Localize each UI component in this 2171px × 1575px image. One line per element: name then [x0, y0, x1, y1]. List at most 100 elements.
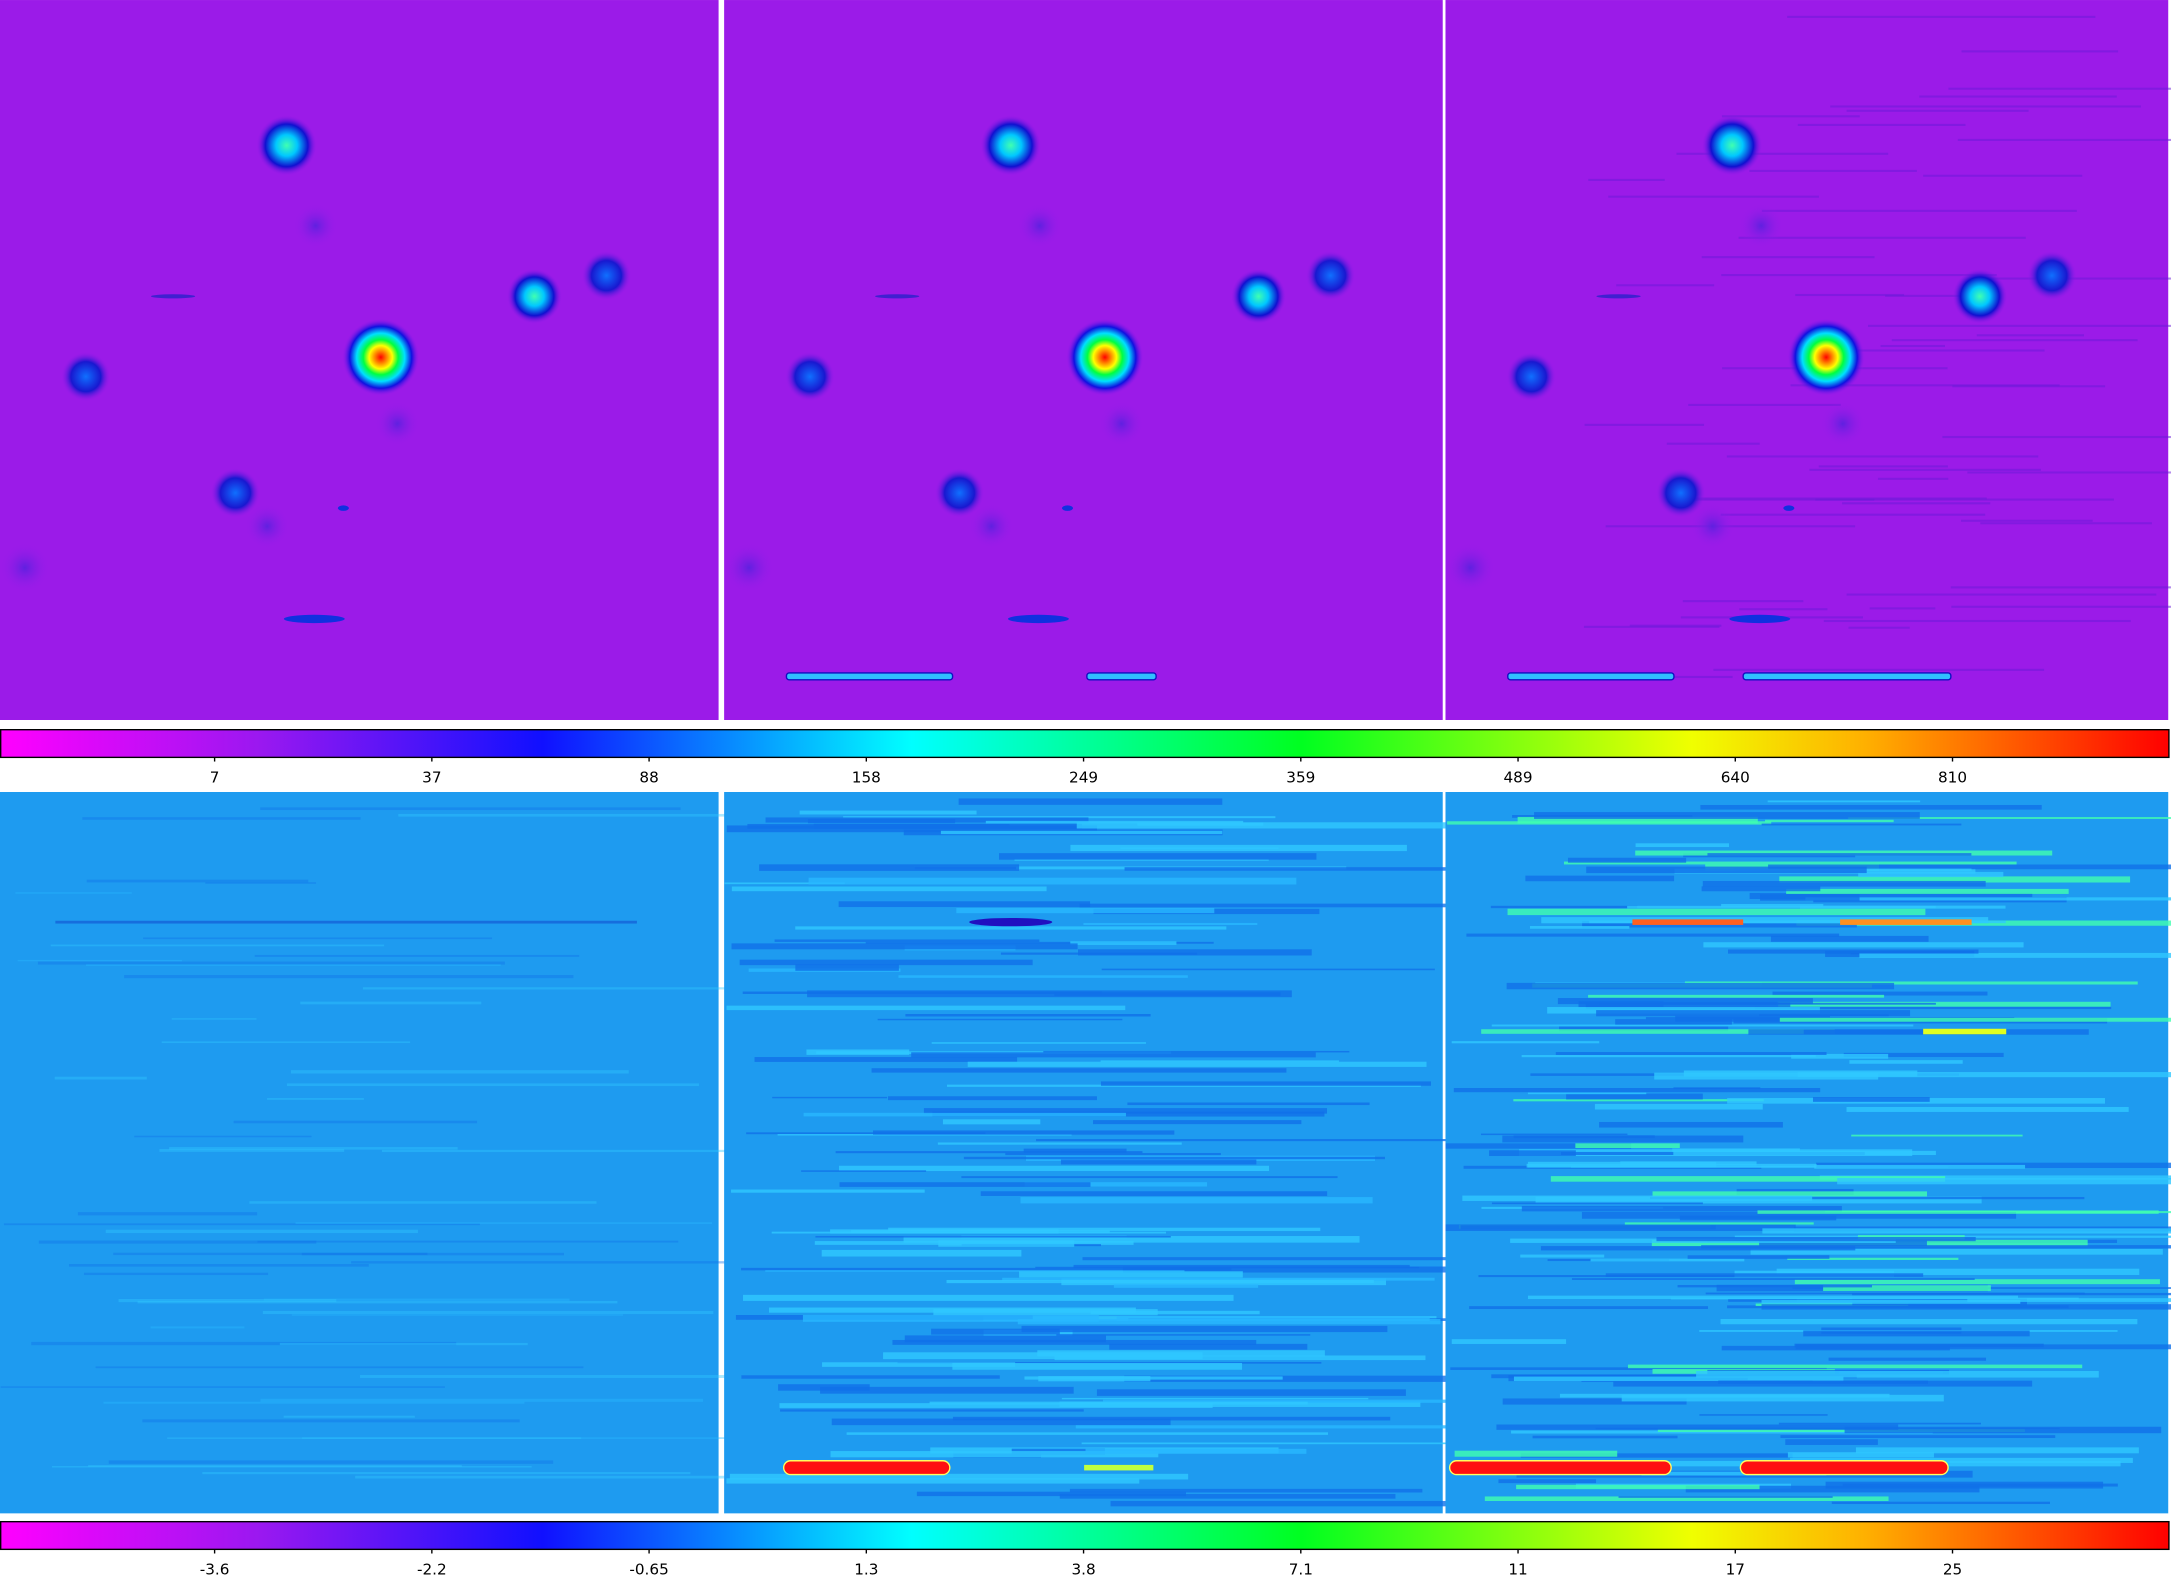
noise-streak [1682, 600, 1804, 603]
noise-streak [1555, 1052, 1827, 1055]
noise-streak [1795, 293, 1905, 297]
noise-streak [1726, 455, 2039, 458]
noise-streak [1677, 1284, 1872, 1288]
noise-streak [360, 1375, 781, 1378]
noise-streak [1666, 442, 1760, 445]
noise-streak [777, 1134, 1072, 1136]
noise-streak [1527, 1295, 2019, 1300]
noise-streak [1859, 952, 2171, 958]
noise-streak [1584, 423, 1705, 426]
noise-streak [1720, 1319, 2138, 1325]
noise-streak [161, 1041, 411, 1044]
noise-streak [1830, 105, 2141, 108]
colorbar-tick-label: 11 [1508, 1560, 1527, 1575]
noise-streak [205, 882, 317, 884]
noise-streak [38, 1240, 317, 1244]
noise-streak [1116, 1316, 1430, 1322]
colorbar-tick-label: 7.1 [1289, 1560, 1313, 1575]
noise-streak [1794, 1279, 2160, 1285]
noise-streak [1812, 1097, 1930, 1102]
streak [875, 294, 920, 299]
noise-streak [803, 1112, 1126, 1117]
noise-streak [942, 1119, 1041, 1125]
noise-streak [835, 1151, 1143, 1154]
noise-streak [1061, 1397, 1369, 1400]
noise-streak [1848, 626, 1910, 629]
noise-streak [1020, 1197, 1373, 1204]
noise-streak [1575, 1143, 1680, 1149]
noise-streak [1809, 468, 2041, 471]
noise-streak [746, 1132, 986, 1135]
noise-streak [916, 1491, 1186, 1497]
star [980, 114, 1042, 176]
noise-streak [167, 1437, 582, 1439]
noise-streak [1779, 1017, 2171, 1022]
noise-streak [795, 926, 1227, 930]
noise-streak [808, 877, 1297, 885]
noise-streak [1627, 905, 1936, 909]
noise-streak [774, 939, 1040, 942]
noise-streak [1122, 1266, 1513, 1273]
streak [1448, 1460, 1672, 1476]
noise-streak [1526, 1163, 1817, 1168]
noise-streak [1484, 1496, 1889, 1502]
noise-streak [1489, 1150, 1576, 1157]
noise-streak [1641, 1471, 1827, 1476]
noise-streak [1502, 1398, 1687, 1405]
noise-streak [1673, 1150, 1936, 1156]
noise-streak [1761, 1299, 2021, 1304]
noise-streak [911, 1052, 1316, 1058]
noise-streak [1054, 1355, 1426, 1361]
noise-streak [1760, 894, 1860, 901]
noise-streak [1761, 209, 2077, 212]
noise-streak [931, 1328, 1060, 1335]
noise-streak [1521, 1205, 1842, 1212]
noise-streak [83, 1272, 269, 1276]
noise-streak [31, 1341, 457, 1346]
noise-streak [961, 1176, 1338, 1179]
streak [785, 672, 954, 681]
residual-panel [724, 791, 1606, 1514]
noise-streak [1957, 138, 2171, 141]
noise-streak [1803, 1330, 2030, 1337]
star [1701, 114, 1763, 176]
noise-streak [283, 1415, 415, 1418]
colorbar-tick-label: -2.2 [417, 1560, 447, 1575]
star [581, 250, 632, 301]
noise-streak [1585, 1002, 1791, 1009]
noise-streak [1109, 1343, 1308, 1350]
colorbar-tick-label: 3.8 [1071, 1560, 1095, 1575]
noise-streak [1635, 843, 1730, 848]
noise-streak [260, 807, 681, 811]
star [1066, 318, 1144, 397]
star [0, 542, 50, 593]
noise-streak [1110, 1500, 1451, 1507]
noise-streak [1024, 1182, 1208, 1187]
noise-streak [1588, 178, 1665, 181]
noise-streak [1567, 857, 1687, 863]
noise-streak [1657, 1428, 2025, 1433]
streak [283, 614, 345, 624]
noise-streak [1453, 1088, 1821, 1093]
star [969, 504, 1014, 549]
noise-streak [739, 959, 1033, 966]
noise-streak [731, 1189, 925, 1193]
noise-streak [137, 1300, 618, 1304]
noise-streak [1629, 624, 1722, 627]
noise-streak [1778, 1422, 1981, 1425]
noise-streak [1520, 1254, 1605, 1258]
noise-streak [249, 1201, 597, 1204]
colorbar: 7 37 88 158 249 359 489 640 810 [0, 729, 2170, 786]
colorbar-tick-label: 1.3 [854, 1560, 878, 1575]
streak [1840, 919, 1972, 925]
star [1739, 203, 1784, 248]
noise-streak [1749, 892, 2033, 900]
noise-streak [1451, 1339, 1567, 1344]
noise-streak [1615, 1019, 1732, 1025]
noise-streak [929, 1401, 1308, 1405]
noise-streak [1877, 477, 1949, 480]
noise-streak [1687, 497, 1987, 500]
star [210, 468, 261, 518]
noise-streak [1656, 1236, 1976, 1242]
noise-streak [1023, 1148, 1127, 1153]
